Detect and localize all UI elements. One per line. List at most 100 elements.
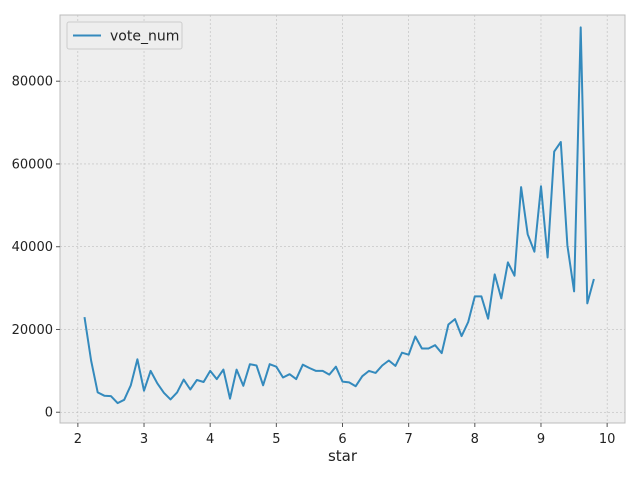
series-line-vote_num: [83, 26, 595, 405]
data-point: [236, 369, 238, 371]
data-point: [375, 372, 377, 374]
data-point: [302, 364, 304, 366]
data-point: [428, 348, 430, 350]
x-tick-label: 4: [206, 432, 214, 447]
y-tick-label: 60000: [12, 157, 53, 172]
data-point: [103, 395, 105, 397]
data-point: [408, 354, 410, 356]
data-point: [315, 370, 317, 372]
data-point: [143, 390, 145, 392]
data-point: [189, 389, 191, 391]
data-point: [368, 370, 370, 372]
data-point: [335, 366, 337, 368]
data-point: [467, 321, 469, 323]
x-tick-label: 6: [338, 432, 346, 447]
data-point: [209, 370, 211, 372]
data-point: [242, 385, 244, 387]
data-point: [573, 290, 575, 292]
data-point: [533, 251, 535, 253]
data-point: [289, 373, 291, 375]
data-point: [560, 141, 562, 143]
data-point: [553, 151, 555, 153]
data-point: [593, 278, 595, 280]
x-tick-label: 10: [599, 432, 616, 447]
grid-lines: [60, 15, 625, 423]
data-point: [275, 366, 277, 368]
data-point: [308, 367, 310, 369]
data-point: [388, 360, 390, 362]
data-point: [203, 381, 205, 383]
data-point: [328, 374, 330, 376]
data-point: [447, 324, 449, 326]
data-point: [474, 295, 476, 297]
y-tick-label: 20000: [12, 323, 53, 338]
data-point: [176, 391, 178, 393]
data-point: [414, 336, 416, 338]
data-point: [136, 358, 138, 360]
data-point: [150, 370, 152, 372]
y-tick-label: 40000: [12, 240, 53, 255]
data-point: [322, 370, 324, 372]
data-point: [84, 316, 86, 318]
data-point: [580, 26, 582, 28]
x-tick-label: 2: [74, 432, 82, 447]
data-point: [566, 245, 568, 247]
data-point: [348, 381, 350, 383]
data-point: [514, 275, 516, 277]
y-tick-label: 80000: [12, 75, 53, 90]
y-axis-ticks: 0 20000 40000 60000 80000: [12, 75, 60, 421]
data-point: [163, 392, 165, 394]
legend-label: vote_num: [110, 29, 179, 45]
x-tick-label: 9: [537, 432, 545, 447]
x-tick-label: 8: [471, 432, 479, 447]
data-point: [487, 318, 489, 320]
legend: vote_num: [66, 21, 183, 50]
data-point: [507, 261, 509, 263]
data-point: [342, 381, 344, 383]
y-tick-label: 0: [45, 406, 53, 421]
data-point: [421, 348, 423, 350]
data-point: [381, 365, 383, 367]
data-point: [355, 385, 357, 387]
data-point: [222, 369, 224, 371]
data-point: [494, 273, 496, 275]
data-point: [295, 378, 297, 380]
data-point: [480, 295, 482, 297]
data-point: [196, 379, 198, 381]
data-point: [130, 384, 132, 386]
data-point: [110, 395, 112, 397]
x-tick-label: 5: [272, 432, 280, 447]
series-layer: [83, 26, 595, 405]
data-point: [434, 344, 436, 346]
x-tick-label: 3: [140, 432, 148, 447]
data-point: [500, 297, 502, 299]
data-point: [547, 257, 549, 259]
data-point: [282, 377, 284, 379]
data-point: [216, 378, 218, 380]
data-point: [249, 363, 251, 365]
data-point: [527, 233, 529, 235]
data-point: [441, 352, 443, 354]
data-point: [123, 399, 125, 401]
data-point: [394, 365, 396, 367]
data-point: [90, 360, 92, 362]
data-point: [361, 375, 363, 377]
data-point: [183, 379, 185, 381]
data-point: [262, 384, 264, 386]
data-point: [156, 382, 158, 384]
x-axis-ticks: 2 3 4 5 6 7 8 9 10: [74, 423, 616, 447]
data-point: [540, 185, 542, 187]
data-point: [461, 335, 463, 337]
x-axis-label: star: [328, 447, 358, 465]
data-point: [256, 365, 258, 367]
data-point: [586, 302, 588, 304]
data-point: [269, 363, 271, 365]
data-point: [170, 398, 172, 400]
data-point: [520, 186, 522, 188]
data-point: [401, 352, 403, 354]
data-point: [454, 318, 456, 320]
x-tick-label: 7: [405, 432, 413, 447]
legend-box: [66, 21, 183, 50]
data-point: [97, 391, 99, 393]
